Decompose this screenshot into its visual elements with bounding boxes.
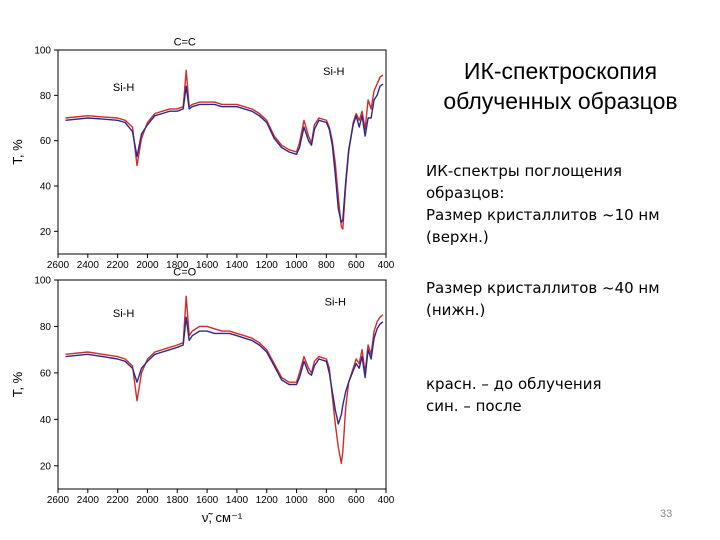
description-line: (нижн.) [426,301,486,319]
x-tick-label: 1600 [196,495,219,506]
x-tick-label: 2400 [77,495,100,506]
x-tick-label: 800 [318,260,335,271]
y-tick-label: 100 [34,276,51,287]
peak-annotation: Si-H [113,82,134,94]
y-tick-label: 80 [40,91,52,102]
x-tick-label: 2000 [136,495,159,506]
spectrum-line-after [65,83,384,224]
y-tick-label: 80 [40,322,52,333]
description-line: Размер кристаллитов ~10 нм [426,206,660,224]
description-line: (верхн.) [426,228,489,246]
y-tick-label: 40 [40,182,52,193]
ir-spectra-figure: 2600 2400 2200 2000 1800 1600 1400 1200 1000 800 6… [10,36,395,525]
x-tick-label: 2000 [136,260,159,271]
x-tick-label: 2200 [107,495,130,506]
x-tick-label: 1000 [285,495,308,506]
description-line: ИК-спектры поглощения [426,162,623,180]
x-tick-label: 1800 [166,495,189,506]
x-tick-label: 1400 [226,495,249,506]
x-tick-label: 2400 [77,260,100,271]
y-axis-label: T, % [10,371,25,397]
y-tick-label: 40 [40,415,52,426]
y-tick-label: 100 [34,46,51,57]
peak-annotation: C=C [174,36,196,48]
page-number: 33 [660,508,673,520]
legend-before-text: красн. – до облучения [426,375,602,393]
legend-description: красн. – до облучения син. – после [426,373,602,417]
x-tick-label: 1200 [256,495,279,506]
y-tick-label: 20 [40,227,52,238]
spectrum-line-before [65,295,384,465]
plot-frame [57,49,387,255]
x-tick-label: 2200 [107,260,130,271]
x-axis-label: ν̃, см⁻¹ [202,510,243,525]
x-tick-label: 400 [378,260,395,271]
plot-frame [57,279,387,490]
legend-after-text: син. – после [426,397,522,415]
y-tick-label: 60 [40,136,52,147]
description-line: Размер кристаллитов ~40 нм [426,279,660,297]
x-tick-label: 1800 [166,260,189,271]
y-tick-label: 20 [40,461,52,472]
peak-annotation: C=O [173,266,196,278]
spectrum-chart-1: 2600 2400 2200 2000 1800 1600 1400 1200 1000 800 6… [10,36,395,271]
spectrum-line-after [65,316,384,425]
x-tick-label: 1400 [226,260,249,271]
peak-annotation: Si-H [325,297,346,309]
x-tick-label: 2600 [47,495,70,506]
x-tick-label: 600 [348,495,365,506]
description-line: образцов: [426,184,505,202]
peak-annotation: Si-H [113,308,134,320]
x-tick-label: 400 [378,495,395,506]
slide-title-line1: ИК-спектроскопия [463,58,658,84]
y-tick-label: 60 [40,368,52,379]
x-tick-label: 1000 [285,260,308,271]
x-tick-label: 1600 [196,260,219,271]
spectrum-line-before [65,69,384,230]
x-tick-label: 2600 [47,260,70,271]
y-axis-label: T, % [10,139,25,165]
description-block-2: Размер кристаллитов ~40 нм (нижн.) [426,277,660,321]
x-tick-label: 600 [348,260,365,271]
slide-title: ИК-спектроскопия облученных образцов [418,56,703,116]
x-tick-label: 1200 [256,260,279,271]
description-block-1: ИК-спектры поглощения образцов: Размер к… [426,160,660,248]
peak-annotation: Si-H [323,66,344,78]
slide-title-line2: облученных образцов [443,88,678,114]
spectrum-chart-2: 2600 2400 2200 2000 1800 1600 1400 1200 1000 800 6… [10,266,395,525]
x-tick-label: 800 [318,495,335,506]
